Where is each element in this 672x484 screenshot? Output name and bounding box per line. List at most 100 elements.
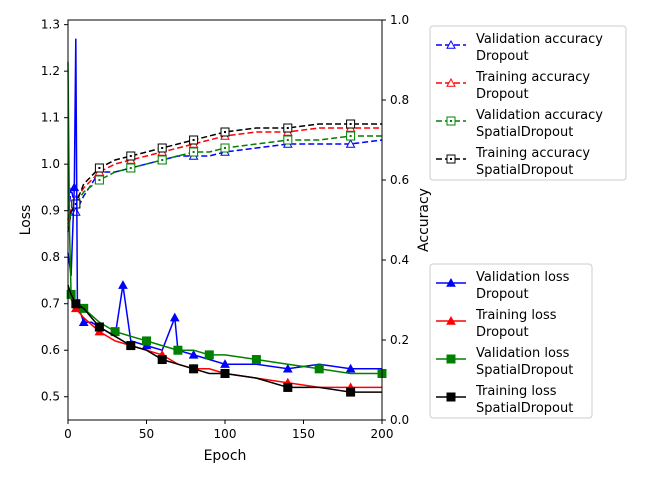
loss-point-2-16: [314, 364, 324, 374]
loss-point-0-16: [188, 349, 199, 359]
y-left-tick-label: 0.9: [41, 204, 60, 218]
accuracy-point-2-6-dot: [129, 167, 132, 169]
y-left-tick-label: 1.3: [41, 18, 60, 32]
y-right-tick-label: 1.0: [390, 13, 409, 27]
loss-point-3-6: [126, 341, 136, 351]
loss-point-2-10: [173, 345, 183, 355]
accuracy-legend-item-2: Validation accuracy SpatialDropout: [436, 108, 603, 140]
loss-point-3-10: [189, 364, 199, 374]
loss-legend-label-2: SpatialDropout: [476, 363, 573, 378]
x-tick-label: 0: [64, 427, 72, 441]
loss-legend-box: [429, 263, 593, 419]
loss-legend-marker: [446, 354, 456, 364]
loss-point-2-14: [251, 355, 261, 365]
loss-legend: Validation loss Dropout Training loss Dropo…: [429, 263, 593, 419]
accuracy-legend-label-1: Training accuracy: [475, 146, 590, 161]
loss-point-0-22: [345, 363, 356, 373]
loss-legend-label-1: Validation loss: [476, 346, 570, 361]
loss-line-3: [67, 284, 382, 393]
accuracy-legend-marker: [446, 77, 456, 87]
accuracy-point-2-12-dot: [224, 147, 226, 149]
loss-legend-item-0: Validation loss Dropout: [436, 270, 570, 302]
accuracy-series-1: [67, 122, 382, 225]
accuracy-legend-item-0: Validation accuracy Dropout: [436, 32, 603, 64]
accuracy-line-0: [67, 139, 383, 221]
x-tick-label: 150: [292, 427, 315, 441]
accuracy-point-3-14-dot: [286, 127, 289, 129]
accuracy-point-2-4-dot: [98, 179, 101, 181]
accuracy-legend-label-1: Validation accuracy: [476, 32, 603, 47]
accuracy-point-2-16-dot: [349, 135, 352, 137]
x-axis-label: Epoch: [204, 448, 247, 464]
y-right-tick-label: 0.0: [390, 413, 409, 427]
y-left-tick-label: 0.7: [41, 297, 60, 311]
loss-legend-marker: [446, 315, 456, 325]
plot-series: [66, 38, 387, 397]
x-tick-label: 100: [214, 427, 237, 441]
y-left-tick-label: 0.5: [41, 390, 60, 404]
loss-series-3: [67, 284, 382, 397]
y-right-tick-label: 0.6: [390, 173, 409, 187]
loss-point-2-12: [204, 350, 214, 360]
y-right-tick-label: 0.2: [390, 333, 409, 347]
loss-point-3-12: [220, 368, 230, 378]
y-right-tick-label: 0.4: [390, 253, 409, 267]
x-tick-label: 200: [371, 427, 394, 441]
y-left-axis-label: Loss: [18, 205, 34, 236]
accuracy-legend-marker: [446, 39, 456, 49]
accuracy-point-3-2-dot: [74, 203, 77, 205]
accuracy-point-3-12-dot: [224, 131, 226, 133]
loss-legend-item-1: Training loss Dropout: [436, 308, 557, 340]
y-left-tick-label: 1.2: [41, 64, 60, 78]
loss-legend-label-2: SpatialDropout: [476, 401, 573, 416]
accuracy-legend-label-2: SpatialDropout: [476, 163, 573, 178]
accuracy-legend-label-1: Training accuracy: [475, 70, 590, 85]
accuracy-legend-item-3: Training accuracy SpatialDropout: [436, 146, 590, 178]
y-right-axis-label: Accuracy: [416, 188, 432, 252]
loss-legend-label-1: Training loss: [475, 384, 557, 399]
loss-point-3-14: [283, 382, 293, 392]
loss-point-0-18: [220, 359, 230, 368]
accuracy-point-2-14-dot: [286, 139, 289, 141]
loss-point-0-2: [69, 182, 80, 192]
loss-legend-item-2: Validation loss SpatialDropout: [436, 346, 573, 378]
accuracy-series-2: [67, 131, 382, 229]
loss-legend-item-3: Training loss SpatialDropout: [436, 384, 573, 416]
y-left-tick-label: 0.6: [41, 343, 60, 357]
loss-point-3-16: [346, 387, 356, 397]
y-left-tick-label: 1.0: [41, 157, 60, 171]
accuracy-line-2: [67, 135, 382, 229]
accuracy-line-3: [67, 123, 382, 233]
accuracy-legend-marker-dot: [450, 158, 452, 160]
accuracy-point-3-8-dot: [161, 147, 164, 149]
axes: 0 50 100 150 200 0.5 0.6 0.7 0.8 0.9 1.0 1.1 1.2 1.3 0…: [18, 13, 432, 464]
accuracy-point-3-6-dot: [129, 155, 132, 157]
loss-series-0: [67, 38, 382, 373]
loss-line-2: [67, 61, 382, 375]
loss-point-2-8: [142, 336, 151, 346]
loss-series-2: [66, 61, 387, 378]
y-right-tick-label: 0.8: [390, 93, 409, 107]
loss-legend-label-1: Validation loss: [476, 270, 570, 285]
accuracy-legend-box: [429, 25, 627, 181]
accuracy-point-3-10-dot: [192, 139, 195, 141]
accuracy-point-2-10-dot: [192, 151, 195, 153]
accuracy-legend-label-2: SpatialDropout: [476, 125, 573, 140]
loss-legend-marker: [446, 392, 456, 402]
accuracy-legend-label-2: Dropout: [476, 87, 529, 102]
x-tick-label: 50: [139, 427, 154, 441]
loss-point-3-8: [157, 355, 167, 365]
y-left-tick-label: 0.8: [41, 250, 60, 264]
accuracy-legend-label-2: Dropout: [476, 49, 529, 64]
accuracy-point-0-16: [345, 138, 356, 148]
loss-point-3-4: [94, 322, 104, 332]
loss-line-1: [67, 284, 382, 389]
accuracy-legend-item-1: Training accuracy Dropout: [436, 70, 590, 102]
loss-legend-label-1: Training loss: [475, 308, 557, 323]
accuracy-point-3-4-dot: [98, 167, 101, 169]
y-left-tick-label: 1.1: [41, 111, 60, 125]
accuracy-point-2-8-dot: [161, 159, 164, 161]
